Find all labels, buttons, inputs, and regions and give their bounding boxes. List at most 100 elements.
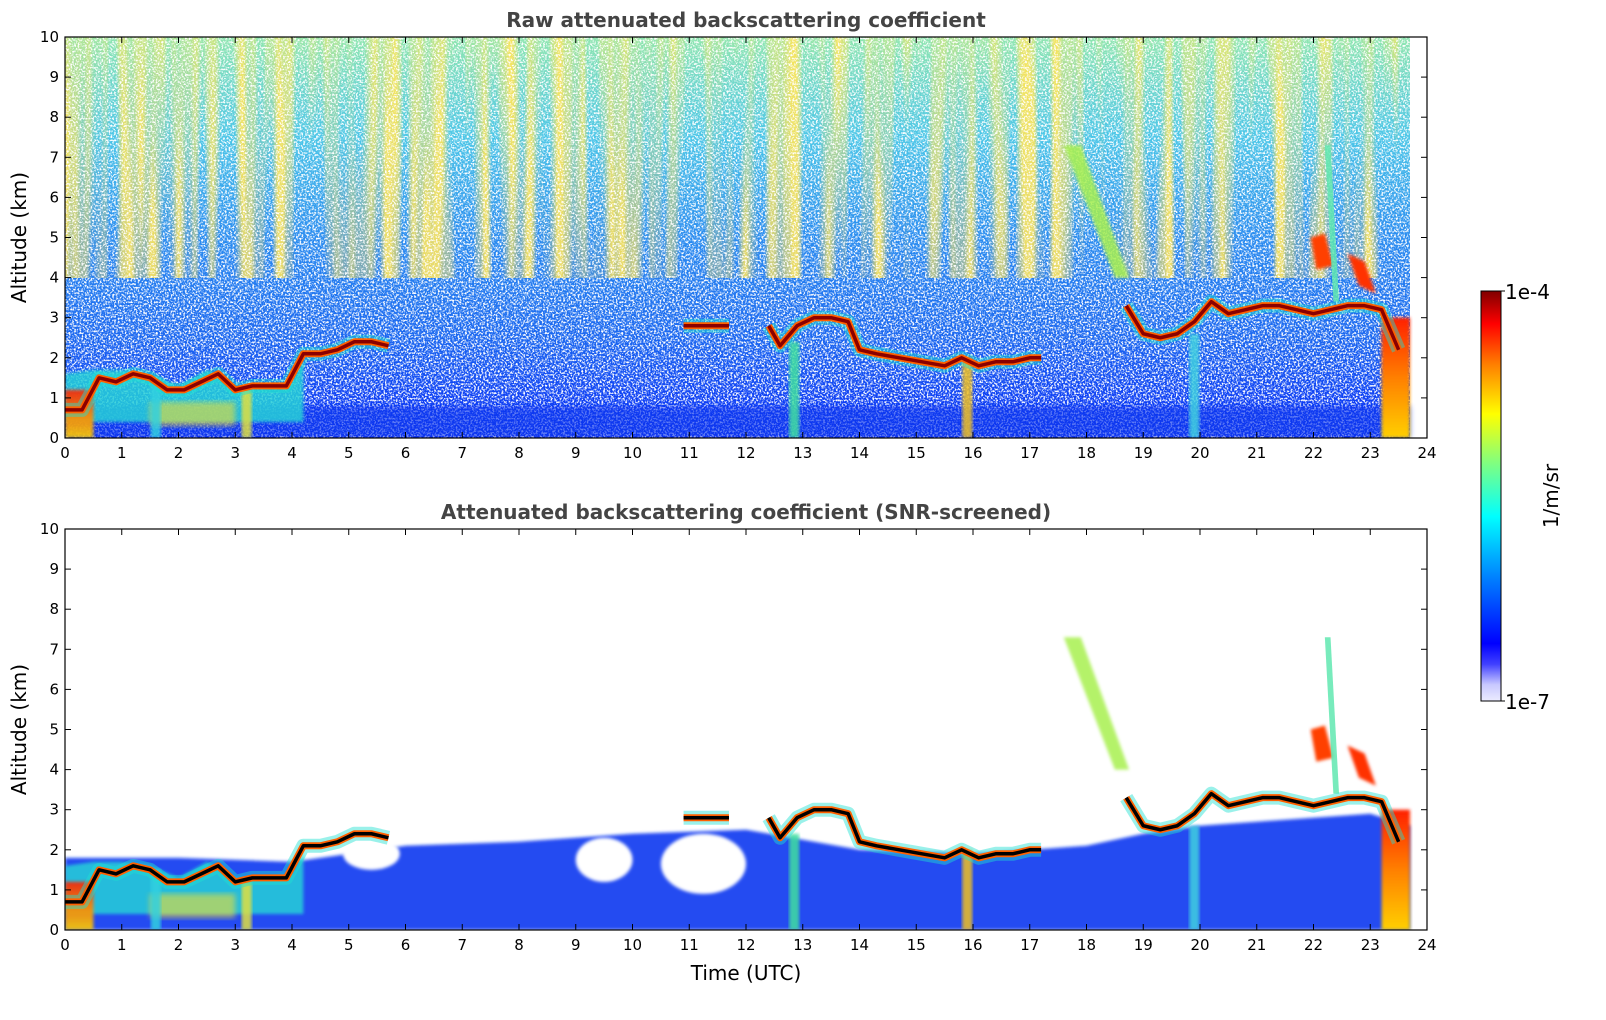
x-tick-label: 24 bbox=[1417, 444, 1436, 462]
x-tick-label: 11 bbox=[680, 936, 699, 954]
cloud-layer bbox=[65, 832, 389, 904]
x-tick-label: 1 bbox=[117, 444, 127, 462]
y-tick-label: 8 bbox=[49, 108, 59, 126]
x-tick-label: 14 bbox=[850, 936, 869, 954]
screened-y-axis: 0 1 2 3 4 5 6 7 8 9 10 bbox=[40, 520, 1427, 939]
cloud-layer bbox=[1124, 791, 1401, 843]
elevated-layer bbox=[1347, 253, 1376, 294]
x-tick-label: 18 bbox=[1077, 936, 1096, 954]
x-tick-label: 3 bbox=[230, 444, 240, 462]
cloud-layer bbox=[767, 807, 1042, 860]
x-tick-label: 9 bbox=[571, 936, 581, 954]
x-tick-label: 7 bbox=[457, 936, 467, 954]
screened-panel-title: Attenuated backscattering coefficient (S… bbox=[441, 500, 1051, 524]
x-tick-label: 22 bbox=[1304, 444, 1323, 462]
x-tick-label: 17 bbox=[1020, 936, 1039, 954]
x-tick-label: 18 bbox=[1077, 444, 1096, 462]
cloud-layer bbox=[65, 340, 389, 412]
screened-backscatter-panel: Attenuated backscattering coefficient (S… bbox=[7, 500, 1437, 985]
y-tick-label: 9 bbox=[49, 560, 59, 578]
y-tick-label: 10 bbox=[40, 28, 59, 46]
fall-streak bbox=[1063, 145, 1130, 278]
y-tick-label: 5 bbox=[49, 721, 59, 739]
colorbar-max-label: 1e-4 bbox=[1505, 280, 1550, 304]
x-tick-label: 8 bbox=[514, 936, 524, 954]
x-tick-label: 19 bbox=[1134, 444, 1153, 462]
x-tick-label: 20 bbox=[1190, 936, 1209, 954]
elevated-layer bbox=[1310, 725, 1334, 762]
near-surface-layer bbox=[150, 893, 236, 918]
screened-x-axis: 0 1 2 3 4 5 6 7 8 9 10 11 12 13 14 15 16 17 18 19 20 21 22 23 24 bbox=[60, 529, 1437, 954]
x-axis-label: Time (UTC) bbox=[690, 961, 802, 985]
x-tick-label: 22 bbox=[1304, 936, 1323, 954]
ice-streak bbox=[1324, 145, 1340, 302]
y-tick-label: 3 bbox=[49, 801, 59, 819]
x-tick-label: 1 bbox=[117, 936, 127, 954]
precipitation-shaft bbox=[1189, 333, 1200, 438]
x-tick-label: 23 bbox=[1361, 444, 1380, 462]
y-tick-label: 7 bbox=[49, 640, 59, 658]
raw-x-axis: 0 1 2 3 4 5 6 7 8 9 10 11 12 13 14 15 16 17 18 19 20 21 22 23 24 bbox=[60, 37, 1437, 462]
x-tick-label: 23 bbox=[1361, 936, 1380, 954]
x-tick-label: 13 bbox=[793, 444, 812, 462]
x-tick-label: 14 bbox=[850, 444, 869, 462]
ice-streak bbox=[1324, 637, 1340, 794]
x-tick-label: 21 bbox=[1247, 936, 1266, 954]
y-tick-label: 6 bbox=[49, 680, 59, 698]
speckle-noise bbox=[65, 37, 1410, 438]
y-tick-label: 6 bbox=[49, 188, 59, 206]
y-tick-label: 3 bbox=[49, 309, 59, 327]
screened-heatmap bbox=[65, 637, 1410, 930]
x-tick-label: 0 bbox=[60, 444, 70, 462]
x-tick-label: 5 bbox=[344, 444, 354, 462]
y-tick-label: 1 bbox=[49, 881, 59, 899]
x-tick-label: 10 bbox=[623, 444, 642, 462]
x-tick-label: 0 bbox=[60, 936, 70, 954]
screened-region bbox=[575, 837, 633, 882]
x-tick-label: 7 bbox=[457, 444, 467, 462]
x-tick-label: 15 bbox=[907, 936, 926, 954]
y-tick-label: 2 bbox=[49, 349, 59, 367]
x-tick-label: 8 bbox=[514, 444, 524, 462]
colorbar-gradient bbox=[1480, 290, 1502, 702]
y-tick-label: 4 bbox=[49, 269, 59, 287]
x-tick-label: 11 bbox=[680, 444, 699, 462]
precipitation-shaft bbox=[789, 833, 800, 930]
precipitation-shaft bbox=[962, 849, 973, 930]
x-tick-label: 2 bbox=[174, 444, 184, 462]
x-tick-label: 21 bbox=[1247, 444, 1266, 462]
x-tick-label: 6 bbox=[401, 444, 411, 462]
raw-y-axis: 0 1 2 3 4 5 6 7 8 9 10 bbox=[40, 28, 1427, 447]
raw-y-axis-label: Altitude (km) bbox=[7, 172, 31, 303]
x-tick-label: 12 bbox=[736, 444, 755, 462]
colorbar-min-label: 1e-7 bbox=[1505, 690, 1550, 714]
colorbar-unit-label: 1/m/sr bbox=[1539, 463, 1563, 528]
raw-panel-title: Raw attenuated backscattering coefficien… bbox=[506, 8, 986, 32]
x-tick-label: 2 bbox=[174, 936, 184, 954]
x-tick-label: 15 bbox=[907, 444, 926, 462]
y-tick-label: 0 bbox=[49, 429, 59, 447]
y-tick-label: 5 bbox=[49, 229, 59, 247]
elevated-layer bbox=[1347, 745, 1376, 786]
x-tick-label: 19 bbox=[1134, 936, 1153, 954]
screened-region bbox=[343, 837, 400, 870]
x-tick-label: 6 bbox=[401, 936, 411, 954]
elevated-layer bbox=[1310, 233, 1334, 270]
precipitation-shaft bbox=[150, 377, 161, 438]
near-surface-layer bbox=[150, 401, 236, 426]
y-tick-label: 8 bbox=[49, 600, 59, 618]
y-tick-label: 10 bbox=[40, 520, 59, 538]
precipitation-shaft bbox=[789, 341, 800, 438]
y-tick-label: 2 bbox=[49, 841, 59, 859]
x-tick-label: 12 bbox=[736, 936, 755, 954]
x-tick-label: 5 bbox=[344, 936, 354, 954]
x-tick-label: 16 bbox=[963, 936, 982, 954]
x-tick-label: 4 bbox=[287, 936, 297, 954]
x-tick-label: 3 bbox=[230, 936, 240, 954]
y-tick-label: 7 bbox=[49, 148, 59, 166]
y-tick-label: 4 bbox=[49, 761, 59, 779]
colorbar: 1e-4 1e-7 1/m/sr bbox=[1480, 280, 1563, 714]
x-tick-label: 17 bbox=[1020, 444, 1039, 462]
x-tick-label: 4 bbox=[287, 444, 297, 462]
